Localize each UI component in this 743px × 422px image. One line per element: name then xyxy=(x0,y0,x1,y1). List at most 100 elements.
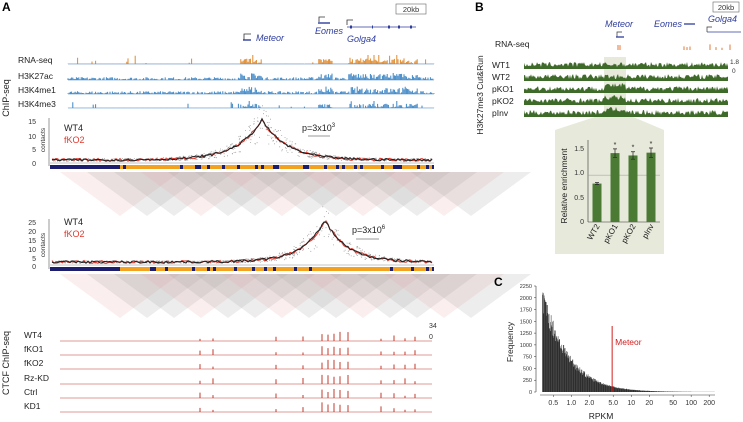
panel-b-scale-bottom: 0 xyxy=(732,68,736,75)
enrichment-errorbar xyxy=(613,148,617,158)
domain-bar-segment xyxy=(363,267,366,271)
domain-bar-segment xyxy=(168,165,171,169)
domain-bar-segment xyxy=(288,165,291,169)
domain-bar-segment xyxy=(423,267,426,271)
domain-bar-segment xyxy=(393,267,396,271)
histogram-xtick-5.0: 5.0 xyxy=(608,400,618,407)
contacts-2-ytick-10: 10 xyxy=(28,247,36,254)
domain-bar-segment xyxy=(255,267,258,271)
domain-bar-segment xyxy=(222,267,225,271)
ctcf-track-label-ctrl: Ctrl xyxy=(24,387,37,397)
panel-a-scale-label: 20kb xyxy=(403,5,419,14)
histogram-xlabel: RPKM xyxy=(589,411,614,421)
domain-bar-segment xyxy=(264,165,267,169)
panel-a-scale-bar: 20kb xyxy=(395,3,427,15)
domain-bar-segment xyxy=(168,267,171,271)
domain-bar-segment xyxy=(378,165,381,169)
domain-bar-segment xyxy=(312,267,315,271)
contacts-1-ytick-15: 15 xyxy=(28,119,36,126)
hic-triangle xyxy=(276,274,396,318)
ctcf-track-label-rz-kd: Rz-KD xyxy=(24,373,49,383)
domain-bar-segment xyxy=(186,165,189,169)
hic-triangle xyxy=(60,274,180,318)
enrichment-ytick-1-5: 1.5 xyxy=(574,146,584,153)
domain-bar-segment xyxy=(279,165,282,169)
contacts-2-legend-wt4: WT4 xyxy=(64,217,83,227)
domain-bar-segment xyxy=(141,165,144,169)
domain-bar-segment xyxy=(240,165,243,169)
domain-bar-segment xyxy=(225,267,228,271)
domain-bar-segment xyxy=(219,165,222,169)
domain-bar-segment xyxy=(420,165,423,169)
enrichment-significance: * xyxy=(650,141,653,148)
enrichment-ytick-0: 0 xyxy=(580,219,584,226)
hic-triangle xyxy=(303,274,423,318)
domain-bar-segment xyxy=(297,267,300,271)
domain-bar-segment xyxy=(270,165,273,169)
domain-bar-segment xyxy=(291,267,294,271)
domain-bar-segment xyxy=(177,165,180,169)
domain-bar-segment xyxy=(300,267,303,271)
enrichment-errorbar xyxy=(595,182,599,185)
domain-bar-segment xyxy=(420,267,423,271)
histogram-ytick-500: 500 xyxy=(523,366,532,372)
domain-bar-segment xyxy=(171,165,174,169)
track-label-h3k27ac: H3K27ac xyxy=(18,71,54,81)
panel-b-tracks: WT1 WT2 pKO1 pKO2 pInv xyxy=(492,44,731,118)
domain-bar-segment xyxy=(372,165,375,169)
panel-b-track-label-wt1: WT1 xyxy=(492,60,510,70)
chipseq-signal xyxy=(67,86,435,94)
histogram-xtick-2.0: 2.0 xyxy=(584,400,594,407)
enrichment-ytick-0-5: 0.5 xyxy=(574,195,584,202)
panel-b-track-label-pko1: pKO1 xyxy=(492,84,514,94)
domain-bar-segment xyxy=(405,267,408,271)
domain-bar-segment xyxy=(120,165,123,169)
panel-b-track-label-pko2: pKO2 xyxy=(492,96,514,106)
histogram-ytick-1000: 1000 xyxy=(520,343,532,349)
domain-bar-segment xyxy=(414,165,417,169)
domain-bar-segment xyxy=(318,267,321,271)
contacts-plot-2: contacts 25 20 15 10 5 0 WT4 fKO2 p=3x10… xyxy=(28,206,531,318)
domain-bar-segment xyxy=(339,267,342,271)
contacts-1-pvalue: p=3x103 xyxy=(302,123,336,133)
domain-bar-segment xyxy=(336,267,339,271)
ctcf-track-0 xyxy=(60,331,432,342)
domain-bar-segment xyxy=(291,165,294,169)
domain-bar-segment xyxy=(246,267,249,271)
domain-bar-segment xyxy=(357,165,360,169)
gene-meteor-label: Meteor xyxy=(256,33,285,43)
ctcf-group-label: CTCF ChIP-seq xyxy=(1,331,11,395)
histogram-ytick-1750: 1750 xyxy=(520,308,532,314)
ctcf-track-3 xyxy=(60,374,432,385)
domain-bar-segment xyxy=(330,165,333,169)
domain-bar-segment xyxy=(333,165,336,169)
domain-bar-segment xyxy=(147,267,150,271)
track-label-h3k4me3: H3K4me3 xyxy=(18,99,56,109)
histogram-xtick-1.0: 1.0 xyxy=(566,400,576,407)
domain-bar-segment xyxy=(366,165,369,169)
domain-bar-segment xyxy=(345,267,348,271)
domain-bar-segment xyxy=(192,165,195,169)
ctcf-peaks xyxy=(199,389,416,398)
panel-b-track-1 xyxy=(524,74,728,81)
domain-bar-segment xyxy=(360,267,363,271)
domain-bar-segment xyxy=(345,165,348,169)
domain-bar-segment xyxy=(306,267,309,271)
domain-bar-segment xyxy=(240,267,243,271)
domain-bar-segment xyxy=(387,165,390,169)
ctcf-track-1 xyxy=(60,346,432,356)
histogram-ytick-250: 250 xyxy=(523,378,532,384)
domain-bar-segment xyxy=(162,267,165,271)
contacts-1-legend-wt4: WT4 xyxy=(64,123,83,133)
ctcf-peaks xyxy=(199,374,416,384)
domain-bar-segment xyxy=(279,267,282,271)
domain-bar-segment xyxy=(369,165,372,169)
domain-bar-segment xyxy=(246,165,249,169)
domain-bar-segment xyxy=(369,267,372,271)
ctcf-peaks xyxy=(199,359,416,369)
ctcf-track-4 xyxy=(60,389,432,399)
domain-bar-segment xyxy=(204,267,207,271)
domain-bar-segment xyxy=(315,165,318,169)
domain-bar-segment xyxy=(129,165,132,169)
histogram-xtick-20: 20 xyxy=(645,400,653,407)
